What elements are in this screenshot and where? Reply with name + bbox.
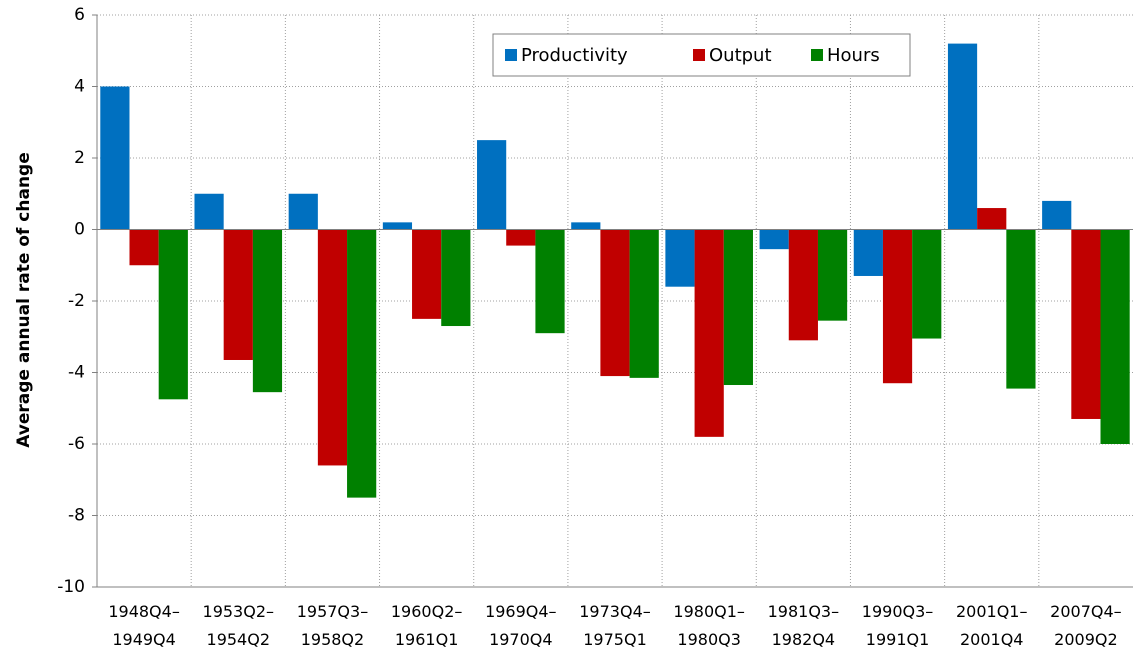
legend-swatch [505, 49, 517, 61]
y-tick-label: 6 [74, 5, 85, 25]
bar [506, 229, 536, 246]
bar [100, 86, 130, 230]
bar [1042, 200, 1072, 230]
bar [788, 229, 818, 341]
bar [288, 193, 318, 230]
bar [535, 229, 565, 334]
legend-label: Output [709, 45, 772, 66]
y-axis-label: Average annual rate of change [14, 152, 34, 448]
bar [1071, 229, 1101, 419]
bar [882, 229, 913, 384]
bar [441, 229, 471, 327]
y-tick-label: -6 [68, 434, 85, 454]
bar [947, 43, 978, 230]
bar [129, 229, 159, 266]
bar [317, 229, 348, 466]
bar [194, 193, 224, 230]
bar [629, 229, 659, 378]
x-tick-label: 1981Q3– 1982Q4 [768, 602, 840, 649]
y-tick-label: 2 [74, 148, 85, 168]
y-tick-label: 0 [74, 220, 85, 240]
bar [759, 229, 789, 250]
x-tick-label: 1960Q2– 1961Q1 [391, 602, 463, 649]
y-tick-label: 4 [74, 77, 85, 97]
bar [412, 229, 442, 319]
x-tick-label: 1969Q4– 1970Q4 [485, 602, 557, 649]
x-tick-label: 1953Q2– 1954Q2 [203, 602, 275, 649]
y-tick-label: -2 [68, 291, 85, 311]
bar [382, 222, 413, 230]
bar [347, 229, 377, 498]
x-tick-label: 2001Q1– 2001Q4 [956, 602, 1028, 649]
bar [158, 229, 188, 400]
x-tick-label: 1990Q3– 1991Q1 [862, 602, 934, 649]
bar [977, 208, 1007, 230]
x-tick-label: 1980Q1– 1980Q3 [673, 602, 745, 649]
bar [853, 229, 883, 276]
bar [600, 229, 630, 377]
bar [252, 229, 283, 393]
y-tick-label: -10 [57, 577, 85, 597]
bar [571, 222, 601, 230]
bar [665, 229, 695, 287]
bar [1100, 229, 1130, 444]
bar [477, 140, 507, 230]
x-tick-label: 1948Q4– 1949Q4 [108, 602, 180, 649]
x-tick-label: 1973Q4– 1975Q1 [579, 602, 651, 649]
bar [1006, 229, 1036, 389]
y-tick-label: -4 [68, 363, 85, 383]
legend-swatch [693, 49, 705, 61]
bar [694, 229, 724, 437]
y-tick-label: -8 [68, 506, 85, 526]
bar [912, 229, 942, 339]
bar [723, 229, 753, 386]
bar [817, 229, 848, 321]
x-tick-label: 1957Q3– 1958Q2 [297, 602, 369, 649]
bar [223, 229, 253, 360]
legend-label: Hours [827, 45, 880, 66]
x-tick-label: 2007Q4– 2009Q2 [1050, 602, 1122, 649]
legend-label: Productivity [521, 45, 628, 66]
legend-swatch [811, 49, 823, 61]
